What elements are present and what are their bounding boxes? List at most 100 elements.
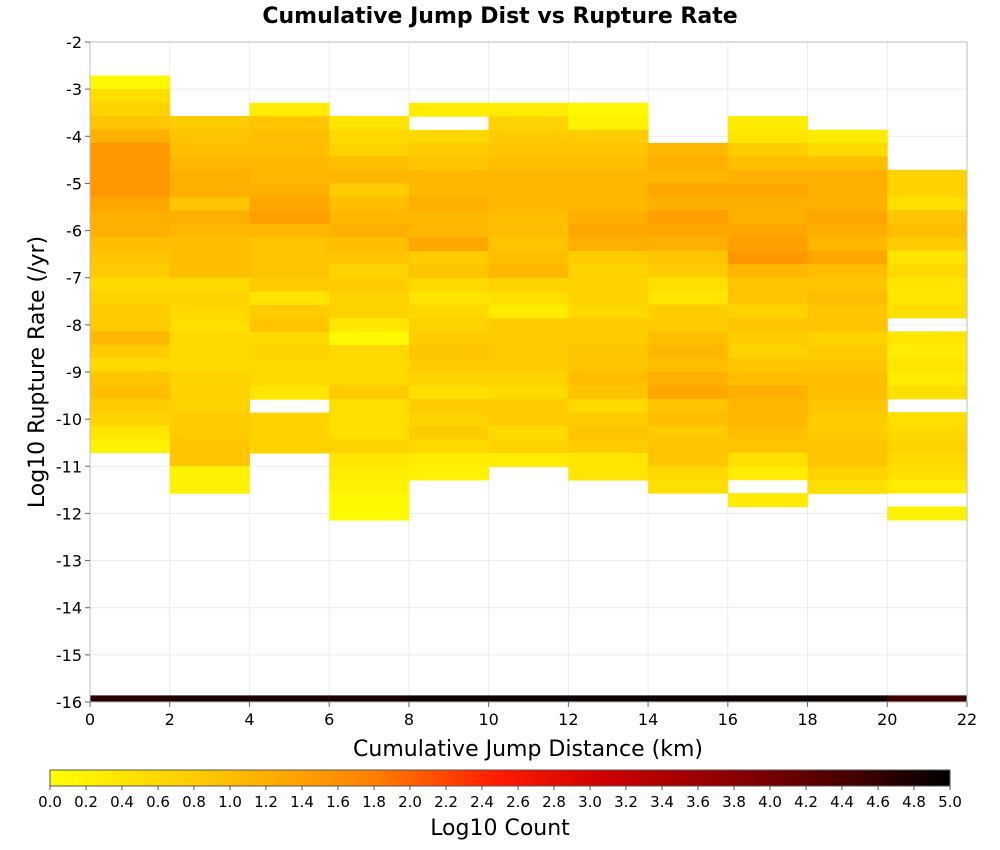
y-tick-label: -8 <box>66 316 82 335</box>
heatmap-cell <box>329 143 410 157</box>
heatmap-cell <box>887 237 968 252</box>
heatmap-cell <box>249 129 330 144</box>
heatmap-cell <box>727 304 808 319</box>
heatmap-cell <box>408 318 490 333</box>
heatmap-cell <box>807 479 888 494</box>
heatmap-cell <box>648 156 729 171</box>
colorbar-tick-label: 0.4 <box>110 793 134 811</box>
heatmap-cell <box>568 116 649 131</box>
heatmap-cell <box>169 129 250 144</box>
heatmap-cell <box>727 331 808 346</box>
heatmap-cell <box>169 143 250 157</box>
heatmap-cell <box>887 210 968 225</box>
heatmap-cell <box>488 695 569 702</box>
heatmap-cell <box>169 291 250 306</box>
heatmap-cell <box>727 439 808 454</box>
x-tick-label: 20 <box>877 710 897 729</box>
heatmap-cell <box>488 453 569 467</box>
heatmap-cell <box>727 291 808 306</box>
heatmap-cell <box>887 695 968 702</box>
heatmap-cell <box>727 425 808 440</box>
heatmap-cell <box>249 264 330 279</box>
heatmap-cell <box>90 398 171 413</box>
heatmap-cell <box>648 398 729 413</box>
heatmap-cell <box>887 479 968 494</box>
heatmap-cell <box>329 506 410 521</box>
heatmap-cell <box>887 169 968 184</box>
heatmap-cell <box>488 331 569 346</box>
heatmap-cell <box>568 453 649 467</box>
heatmap-cell <box>169 695 250 702</box>
heatmap-cell <box>408 143 490 158</box>
heatmap-cell <box>727 250 808 265</box>
heatmap-cell <box>169 237 250 252</box>
heatmap-cell <box>488 170 569 185</box>
heatmap-cell <box>648 304 729 319</box>
heatmap-cell <box>488 345 569 360</box>
y-tick-label: -3 <box>66 80 82 99</box>
heatmap-cell <box>807 277 888 292</box>
heatmap-cell <box>488 304 569 319</box>
heatmap-cell <box>727 371 808 386</box>
heatmap-cell <box>887 196 968 211</box>
heatmap-cell <box>169 196 250 211</box>
heatmap-cell <box>329 156 410 171</box>
heatmap-cell <box>727 264 808 279</box>
heatmap-cell <box>648 318 729 332</box>
heatmap-cell <box>169 210 250 225</box>
heatmap-cell <box>887 412 968 427</box>
x-tick-label: 12 <box>558 710 578 729</box>
heatmap-cell <box>727 183 808 198</box>
heatmap-cell <box>727 345 808 359</box>
heatmap-cell <box>488 439 569 454</box>
y-tick-label: -16 <box>56 693 82 712</box>
heatmap-cell <box>249 277 330 292</box>
heatmap-cell <box>329 264 410 279</box>
heatmap-cell <box>408 102 490 117</box>
heatmap-cell <box>727 156 808 171</box>
heatmap-cell <box>488 277 569 292</box>
heatmap-cell <box>169 331 250 346</box>
heatmap-cell <box>249 385 330 400</box>
heatmap-cell <box>169 439 250 454</box>
heatmap-cell <box>408 129 490 144</box>
heatmap-cell <box>90 237 171 252</box>
heatmap-cell <box>648 412 729 427</box>
heatmap-cell <box>408 304 490 319</box>
heatmap-cell <box>887 277 968 292</box>
heatmap-cell <box>488 143 569 158</box>
heatmap-cell <box>568 129 649 144</box>
x-axis-label: Cumulative Jump Distance (km) <box>353 737 703 762</box>
heatmap-cell <box>329 196 410 211</box>
heatmap-cell <box>90 317 171 332</box>
heatmap-cell <box>329 493 410 508</box>
colorbar-tick-label: 4.0 <box>758 793 782 811</box>
heatmap-cell <box>727 196 808 211</box>
heatmap-cell <box>648 250 729 265</box>
colorbar-tick-label: 3.6 <box>686 793 710 811</box>
heatmap-cell <box>249 170 330 185</box>
heatmap-cell <box>329 291 410 306</box>
heatmap-cell <box>90 264 171 278</box>
heatmap-cell <box>887 371 968 386</box>
heatmap-cell <box>249 695 330 702</box>
heatmap-cell <box>807 466 888 481</box>
heatmap-cell <box>727 398 808 413</box>
heatmap-cell <box>807 210 888 225</box>
heatmap-cell <box>648 210 729 225</box>
heatmap-cell <box>169 385 250 400</box>
heatmap-cell <box>568 224 649 238</box>
x-tick-label: 0 <box>85 710 95 729</box>
heatmap-cell <box>169 425 250 440</box>
colorbar-tick-label: 1.4 <box>290 793 314 811</box>
heatmap-cell <box>488 129 569 144</box>
heatmap-cell <box>488 372 569 387</box>
heatmap-cell <box>329 398 410 413</box>
heatmap-cell <box>249 237 330 252</box>
heatmap-cell <box>568 345 649 360</box>
heatmap-cell <box>807 439 888 454</box>
heatmap-cell <box>887 344 968 359</box>
heatmap-cell <box>488 156 569 171</box>
heatmap-cell <box>488 412 569 427</box>
heatmap-cell <box>408 251 490 265</box>
